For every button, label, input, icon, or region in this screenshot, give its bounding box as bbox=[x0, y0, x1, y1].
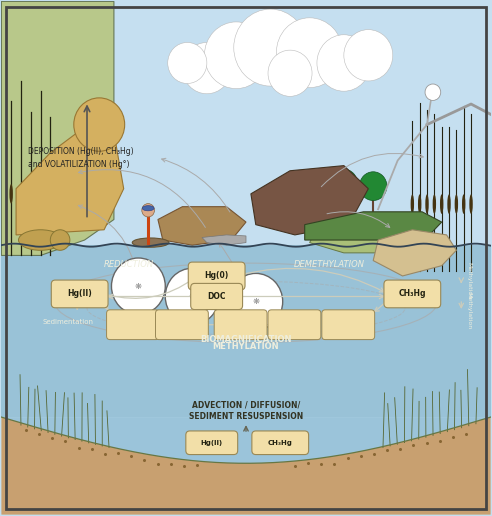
Ellipse shape bbox=[411, 195, 414, 214]
Polygon shape bbox=[1, 2, 114, 255]
Ellipse shape bbox=[447, 195, 451, 214]
Ellipse shape bbox=[418, 195, 421, 214]
Circle shape bbox=[168, 42, 207, 84]
Circle shape bbox=[234, 9, 307, 86]
Circle shape bbox=[74, 98, 124, 151]
Ellipse shape bbox=[425, 195, 429, 214]
Text: METHYLATION: METHYLATION bbox=[213, 342, 279, 351]
FancyBboxPatch shape bbox=[107, 310, 159, 340]
Ellipse shape bbox=[432, 195, 436, 214]
FancyBboxPatch shape bbox=[384, 280, 441, 308]
Circle shape bbox=[344, 29, 393, 81]
Polygon shape bbox=[373, 230, 457, 276]
Text: Hg(II): Hg(II) bbox=[201, 440, 223, 446]
Ellipse shape bbox=[19, 184, 23, 204]
Circle shape bbox=[112, 258, 165, 314]
Text: Methylation: Methylation bbox=[466, 292, 471, 329]
FancyBboxPatch shape bbox=[188, 262, 245, 290]
Circle shape bbox=[142, 204, 154, 217]
Text: ❋: ❋ bbox=[252, 297, 259, 306]
Polygon shape bbox=[1, 417, 491, 514]
Text: Hg(II): Hg(II) bbox=[67, 289, 92, 298]
Circle shape bbox=[360, 172, 387, 201]
FancyBboxPatch shape bbox=[214, 310, 267, 340]
Ellipse shape bbox=[440, 195, 443, 214]
Circle shape bbox=[425, 84, 441, 101]
Circle shape bbox=[229, 273, 283, 330]
Ellipse shape bbox=[49, 184, 52, 204]
Text: BIOMAGNIFICATION: BIOMAGNIFICATION bbox=[200, 334, 292, 344]
Polygon shape bbox=[1, 245, 491, 417]
Polygon shape bbox=[309, 214, 422, 253]
Ellipse shape bbox=[142, 206, 154, 211]
Text: Sedimentation: Sedimentation bbox=[43, 319, 94, 325]
Circle shape bbox=[165, 268, 219, 325]
Polygon shape bbox=[16, 127, 123, 235]
FancyBboxPatch shape bbox=[252, 431, 308, 455]
Circle shape bbox=[204, 22, 268, 89]
Circle shape bbox=[268, 50, 312, 96]
Circle shape bbox=[183, 42, 231, 94]
Polygon shape bbox=[158, 207, 246, 245]
Circle shape bbox=[277, 18, 343, 88]
Text: ADVECTION / DIFFUSION/
SEDIMENT RESUSPENSION: ADVECTION / DIFFUSION/ SEDIMENT RESUSPEN… bbox=[189, 400, 303, 421]
Text: REDUCTION: REDUCTION bbox=[103, 260, 154, 269]
FancyBboxPatch shape bbox=[268, 310, 321, 340]
Text: ❋: ❋ bbox=[135, 282, 142, 291]
Ellipse shape bbox=[39, 184, 42, 204]
FancyBboxPatch shape bbox=[155, 310, 208, 340]
Ellipse shape bbox=[455, 195, 458, 214]
Text: DEPOSITION (Hg(II), CH₃Hg)
and VOLATILIZATION (Hg°): DEPOSITION (Hg(II), CH₃Hg) and VOLATILIZ… bbox=[29, 147, 134, 169]
Text: Hg(0): Hg(0) bbox=[205, 271, 229, 281]
Ellipse shape bbox=[469, 195, 473, 214]
Ellipse shape bbox=[19, 230, 62, 250]
Ellipse shape bbox=[9, 184, 13, 204]
Ellipse shape bbox=[29, 184, 32, 204]
Polygon shape bbox=[305, 212, 442, 240]
FancyBboxPatch shape bbox=[51, 280, 108, 308]
Polygon shape bbox=[202, 235, 246, 245]
Text: DEMETHYLATION: DEMETHYLATION bbox=[294, 260, 365, 269]
Text: DOC: DOC bbox=[208, 292, 226, 301]
Polygon shape bbox=[251, 166, 369, 235]
Text: CH₃Hg: CH₃Hg bbox=[268, 440, 293, 446]
Text: Methylation: Methylation bbox=[466, 263, 471, 300]
Circle shape bbox=[330, 169, 358, 198]
Polygon shape bbox=[1, 417, 491, 463]
Text: ❋: ❋ bbox=[189, 292, 196, 301]
Ellipse shape bbox=[462, 195, 465, 214]
FancyBboxPatch shape bbox=[322, 310, 375, 340]
Ellipse shape bbox=[132, 238, 169, 247]
Text: CH₃Hg: CH₃Hg bbox=[399, 289, 426, 298]
FancyBboxPatch shape bbox=[191, 283, 243, 310]
Circle shape bbox=[50, 230, 70, 250]
Circle shape bbox=[317, 35, 371, 91]
FancyBboxPatch shape bbox=[186, 431, 238, 455]
